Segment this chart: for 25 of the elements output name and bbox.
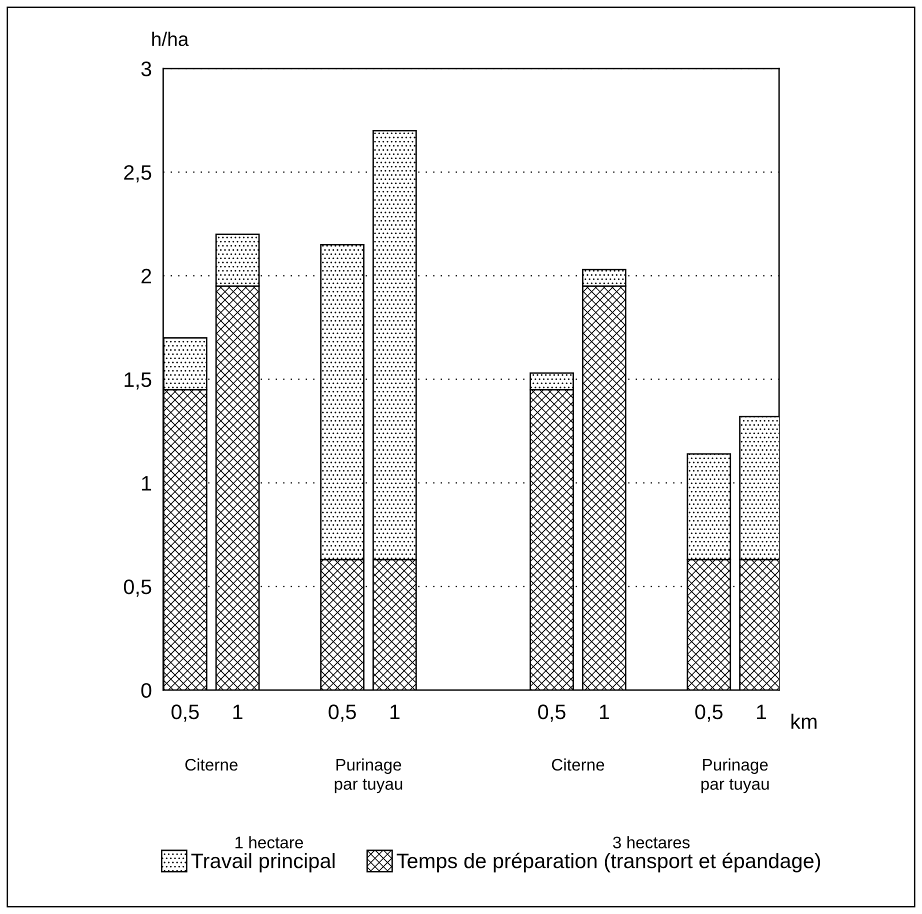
x-tick-label: 0,5 bbox=[172, 704, 199, 722]
x-tick-label: 0,5 bbox=[695, 704, 723, 722]
legend-label: Travail principal bbox=[191, 852, 335, 872]
text: Citerne bbox=[185, 758, 238, 771]
x-tick-label: 1 bbox=[390, 704, 400, 720]
text: Purinage par tuyau bbox=[334, 758, 402, 794]
x-tick-label: 0,5 bbox=[328, 704, 356, 722]
text: 1 hectare bbox=[236, 836, 303, 848]
text: 3 hectares bbox=[613, 836, 690, 848]
y-axis-title: h/ha bbox=[152, 32, 189, 46]
x-tick-label: 1 bbox=[757, 704, 766, 720]
legend-label: Temps de préparation (transport et épandage) bbox=[396, 852, 820, 872]
y-tick-label: 1,5 bbox=[124, 372, 152, 390]
y-tick-label: 1 bbox=[142, 476, 152, 490]
x-tick-label: 1 bbox=[233, 704, 242, 720]
text: km bbox=[791, 714, 816, 729]
y-tick-label: 2,5 bbox=[124, 165, 152, 182]
y-tick-label: 3 bbox=[141, 62, 152, 76]
x-tick-label: 1 bbox=[600, 704, 609, 720]
y-tick-label: 0 bbox=[141, 683, 152, 698]
text: Citerne bbox=[552, 758, 604, 771]
y-tick-label: 2 bbox=[142, 268, 152, 284]
y-tick-label: 0,5 bbox=[124, 579, 152, 597]
text: Purinage par tuyau bbox=[701, 758, 769, 794]
x-tick-label: 0,5 bbox=[538, 704, 566, 722]
